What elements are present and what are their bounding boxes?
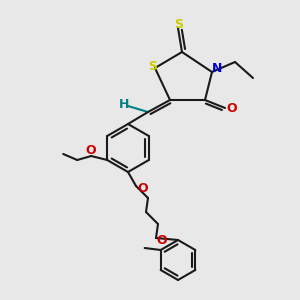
Text: S: S <box>175 19 184 32</box>
Text: O: O <box>157 235 167 248</box>
Text: S: S <box>148 61 158 74</box>
Text: O: O <box>227 103 237 116</box>
Text: H: H <box>119 98 129 110</box>
Text: N: N <box>212 62 222 76</box>
Text: O: O <box>85 143 95 157</box>
Text: O: O <box>138 182 148 196</box>
